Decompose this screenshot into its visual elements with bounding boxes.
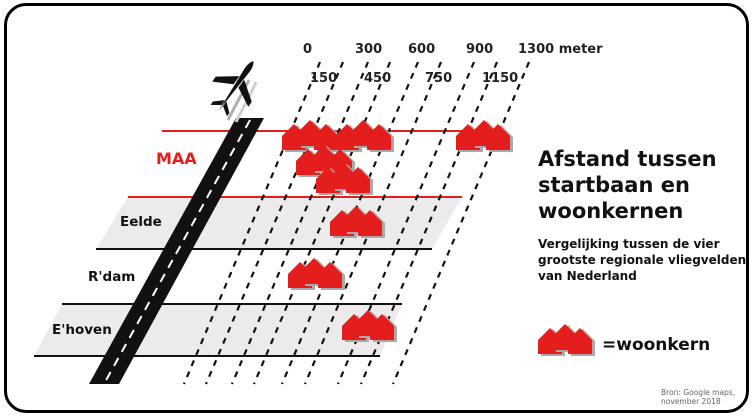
airport-label-rdam: R'dam xyxy=(88,269,135,285)
distance-label: 900 xyxy=(466,42,493,57)
infographic-title: Afstand tussen startbaan en woonkernen xyxy=(538,147,717,223)
distance-label: 300 xyxy=(355,42,382,57)
legend-label: =woonkern xyxy=(602,335,711,355)
runway-centerline xyxy=(103,119,251,385)
distance-label: 750 xyxy=(425,71,452,86)
airplane-icon xyxy=(210,61,254,117)
distance-label: 600 xyxy=(408,42,435,57)
distance-label: 450 xyxy=(364,71,391,86)
woonkern-cluster-rdam xyxy=(288,258,345,290)
airport-label-eelde: Eelde xyxy=(120,214,162,230)
infographic-subtitle: Vergelijking tussen de vier grootste reg… xyxy=(538,237,747,283)
distance-label: 150 xyxy=(310,71,337,86)
airport-label-ehoven: E'hoven xyxy=(52,322,112,338)
house-cluster-icon xyxy=(538,324,595,356)
distance-label: 1300 meter xyxy=(518,42,603,57)
source-note: Bron: Google maps, november 2018 xyxy=(661,388,736,406)
airport-label-maa: MAA xyxy=(156,149,197,168)
woonkern-cluster-maa-1 xyxy=(282,120,341,152)
woonkern-cluster-maa-3 xyxy=(456,120,513,152)
distance-label: 0 xyxy=(303,42,312,57)
distance-label: 1150 xyxy=(482,71,518,86)
woonkern-cluster-maa-2 xyxy=(335,120,394,152)
plane-contrail xyxy=(226,79,251,121)
